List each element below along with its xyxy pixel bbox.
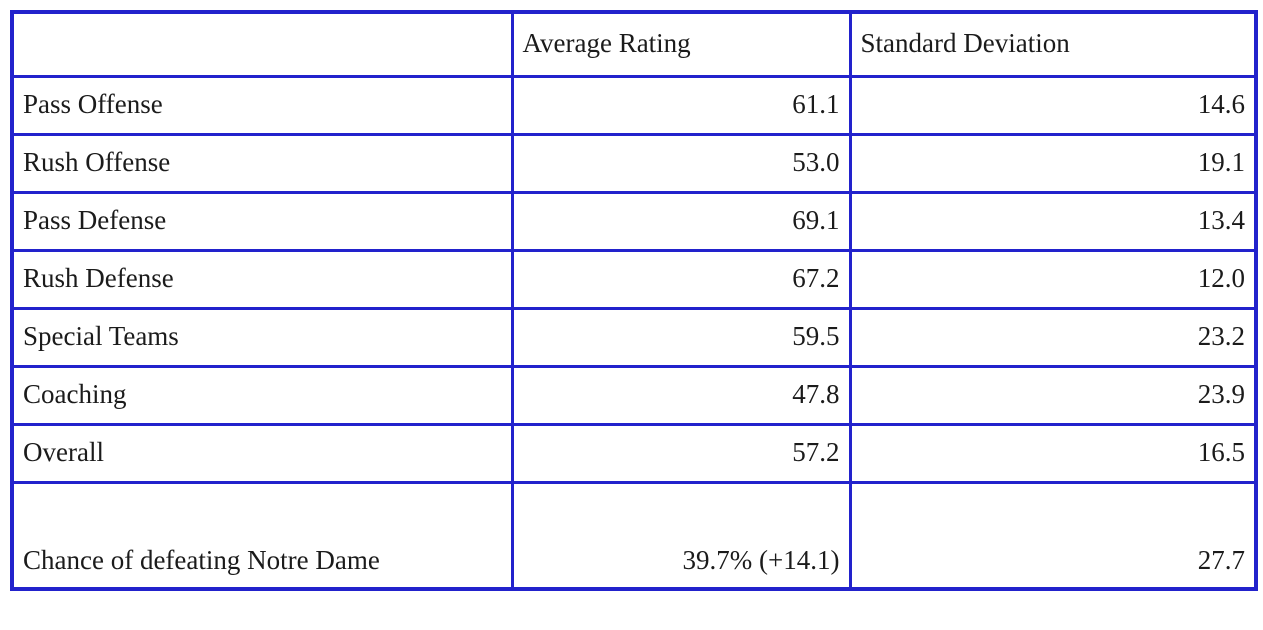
- header-cell-empty: [10, 10, 514, 78]
- table-row-rush-defense: Rush Defense 67.2 12.0: [10, 248, 1258, 310]
- average-rating-value: 67.2: [510, 248, 852, 310]
- row-label: Pass Offense: [10, 74, 514, 136]
- table-row-overall: Overall 57.2 16.5: [10, 422, 1258, 484]
- standard-deviation-value: 23.9: [848, 364, 1258, 426]
- average-rating-value: 39.7% (+14.1): [510, 480, 852, 591]
- header-cell-standard-deviation: Standard Deviation: [848, 10, 1258, 78]
- header-cell-average-rating: Average Rating: [510, 10, 852, 78]
- row-label: Pass Defense: [10, 190, 514, 252]
- standard-deviation-value: 14.6: [848, 74, 1258, 136]
- average-rating-value: 47.8: [510, 364, 852, 426]
- row-label-text: Chance of defeating Notre Dame: [23, 545, 380, 576]
- average-rating-value: 59.5: [510, 306, 852, 368]
- row-label: Coaching: [10, 364, 514, 426]
- standard-deviation-value: 16.5: [848, 422, 1258, 484]
- row-label: Overall: [10, 422, 514, 484]
- average-rating-value: 69.1: [510, 190, 852, 252]
- table-row-pass-defense: Pass Defense 69.1 13.4: [10, 190, 1258, 252]
- table-row-special-teams: Special Teams 59.5 23.2: [10, 306, 1258, 368]
- table-row-chance-of-defeating-notre-dame: Chance of defeating Notre Dame 39.7% (+1…: [10, 480, 1258, 591]
- ratings-table-container: Average Rating Standard Deviation Pass O…: [10, 10, 1258, 591]
- header-row: Average Rating Standard Deviation: [10, 10, 1258, 78]
- standard-deviation-value: 12.0: [848, 248, 1258, 310]
- average-rating-value: 53.0: [510, 132, 852, 194]
- average-rating-value: 57.2: [510, 422, 852, 484]
- standard-deviation-value: 13.4: [848, 190, 1258, 252]
- standard-deviation-value: 19.1: [848, 132, 1258, 194]
- table-row-pass-offense: Pass Offense 61.1 14.6: [10, 74, 1258, 136]
- row-label: Special Teams: [10, 306, 514, 368]
- table-row-rush-offense: Rush Offense 53.0 19.1: [10, 132, 1258, 194]
- row-label: Chance of defeating Notre Dame: [10, 480, 514, 591]
- average-rating-value: 61.1: [510, 74, 852, 136]
- row-label: Rush Offense: [10, 132, 514, 194]
- row-label: Rush Defense: [10, 248, 514, 310]
- standard-deviation-value: 27.7: [848, 480, 1258, 591]
- standard-deviation-value: 23.2: [848, 306, 1258, 368]
- ratings-table: Average Rating Standard Deviation Pass O…: [10, 10, 1258, 591]
- table-row-coaching: Coaching 47.8 23.9: [10, 364, 1258, 426]
